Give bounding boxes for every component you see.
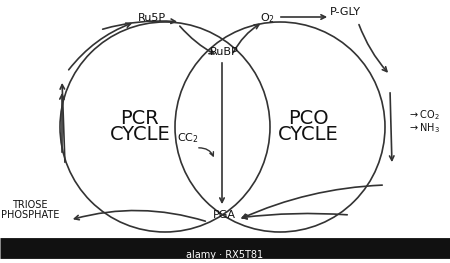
Text: Ru5P: Ru5P bbox=[138, 13, 166, 23]
Text: CC$_2$: CC$_2$ bbox=[177, 131, 199, 145]
Text: alamy · RX5T81: alamy · RX5T81 bbox=[186, 250, 264, 260]
Text: PCO: PCO bbox=[288, 109, 328, 128]
Text: CYCLE: CYCLE bbox=[110, 125, 171, 144]
Text: TRIOSE: TRIOSE bbox=[12, 200, 48, 210]
Text: $\rightarrow$CO$_2$: $\rightarrow$CO$_2$ bbox=[408, 108, 440, 122]
Text: $\rightarrow$NH$_3$: $\rightarrow$NH$_3$ bbox=[408, 121, 440, 135]
Text: P-GLY: P-GLY bbox=[329, 7, 360, 17]
Text: O$_2$: O$_2$ bbox=[261, 11, 275, 25]
Text: PGA: PGA bbox=[212, 210, 235, 220]
Text: RuBP: RuBP bbox=[210, 47, 239, 57]
Text: PCR: PCR bbox=[121, 109, 159, 128]
Text: PHOSPHATE: PHOSPHATE bbox=[1, 210, 59, 220]
Text: CYCLE: CYCLE bbox=[278, 125, 338, 144]
